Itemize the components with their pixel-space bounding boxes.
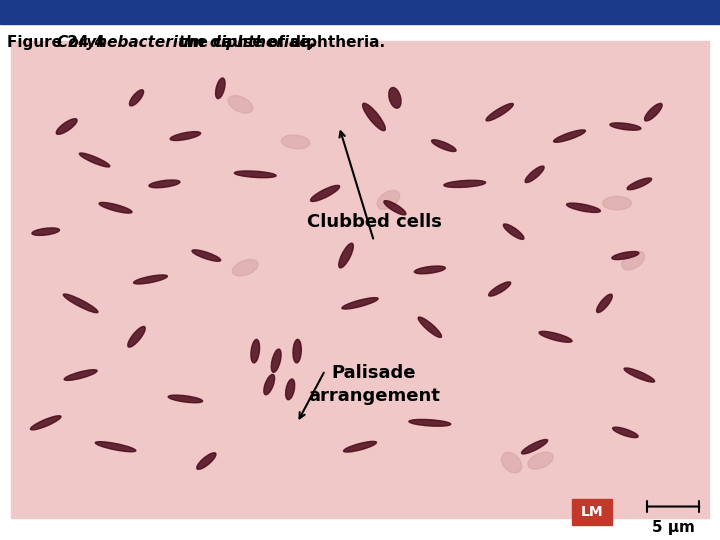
Ellipse shape xyxy=(168,395,202,403)
Ellipse shape xyxy=(215,78,225,99)
Ellipse shape xyxy=(414,266,446,274)
Ellipse shape xyxy=(503,224,524,239)
Ellipse shape xyxy=(597,294,612,313)
Ellipse shape xyxy=(228,96,253,113)
Ellipse shape xyxy=(610,123,641,130)
Ellipse shape xyxy=(384,201,406,215)
Ellipse shape xyxy=(30,416,61,430)
Ellipse shape xyxy=(32,228,60,235)
Bar xyxy=(572,500,612,525)
Ellipse shape xyxy=(251,340,260,363)
Text: Corynebacterium diphtheriae,: Corynebacterium diphtheriae, xyxy=(58,35,316,50)
Text: Clubbed cells: Clubbed cells xyxy=(307,213,441,231)
Ellipse shape xyxy=(363,103,385,131)
Ellipse shape xyxy=(342,298,378,309)
Ellipse shape xyxy=(377,191,400,210)
Ellipse shape xyxy=(502,453,522,473)
Ellipse shape xyxy=(613,427,638,437)
Ellipse shape xyxy=(264,374,274,395)
Ellipse shape xyxy=(310,185,340,201)
Ellipse shape xyxy=(486,104,513,121)
Ellipse shape xyxy=(525,166,544,183)
Ellipse shape xyxy=(444,180,485,187)
Text: LM: LM xyxy=(580,505,603,519)
Ellipse shape xyxy=(612,252,639,260)
Ellipse shape xyxy=(603,197,631,210)
Ellipse shape xyxy=(622,251,644,270)
Ellipse shape xyxy=(192,250,221,261)
Ellipse shape xyxy=(431,140,456,152)
Bar xyxy=(11,40,709,518)
Ellipse shape xyxy=(127,327,145,347)
Ellipse shape xyxy=(567,203,600,212)
Ellipse shape xyxy=(79,153,110,167)
Text: the cause of diphtheria.: the cause of diphtheria. xyxy=(174,35,385,50)
Ellipse shape xyxy=(554,130,585,142)
Text: 5 μm: 5 μm xyxy=(652,520,695,535)
Ellipse shape xyxy=(528,452,553,469)
Ellipse shape xyxy=(134,275,167,284)
Ellipse shape xyxy=(56,119,77,134)
Ellipse shape xyxy=(539,332,572,342)
Text: Palisade
arrangement: Palisade arrangement xyxy=(308,364,440,404)
Bar xyxy=(0,0,720,24)
Ellipse shape xyxy=(338,243,354,268)
Ellipse shape xyxy=(235,171,276,178)
Text: Figure 24.4: Figure 24.4 xyxy=(7,35,110,50)
Ellipse shape xyxy=(644,103,662,121)
Ellipse shape xyxy=(149,180,180,188)
Ellipse shape xyxy=(170,132,201,140)
Ellipse shape xyxy=(409,420,451,426)
Ellipse shape xyxy=(99,202,132,213)
Ellipse shape xyxy=(489,282,510,296)
Ellipse shape xyxy=(389,87,401,108)
Ellipse shape xyxy=(197,453,216,469)
Ellipse shape xyxy=(130,90,143,106)
Ellipse shape xyxy=(286,379,294,400)
Ellipse shape xyxy=(293,339,301,363)
Ellipse shape xyxy=(627,178,652,190)
Ellipse shape xyxy=(418,317,441,338)
Ellipse shape xyxy=(63,294,98,313)
Ellipse shape xyxy=(233,260,258,276)
Ellipse shape xyxy=(343,441,377,452)
Ellipse shape xyxy=(282,135,310,149)
Ellipse shape xyxy=(271,349,281,372)
Ellipse shape xyxy=(95,442,136,452)
Ellipse shape xyxy=(624,368,654,382)
Ellipse shape xyxy=(521,440,548,454)
Ellipse shape xyxy=(64,370,97,380)
